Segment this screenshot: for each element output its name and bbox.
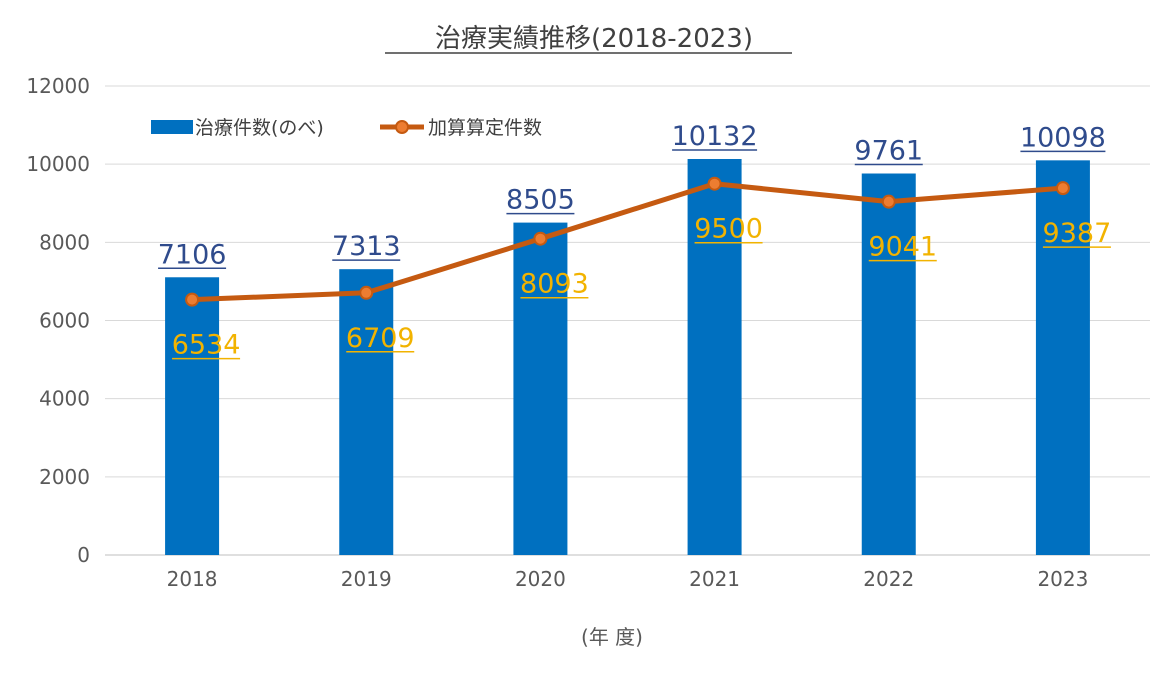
line-value-label: 9500: [694, 214, 763, 245]
y-tick-label: 6000: [39, 309, 90, 333]
legend-swatch-marker: [395, 120, 409, 134]
gridlines: [105, 85, 1150, 556]
bar: [861, 173, 916, 556]
bar-value-label: 8505: [506, 185, 575, 216]
line-value-label: 9041: [868, 232, 937, 263]
axes: 0 2000 4000 6000 8000 10000 12000 2018 2019 2020 2…: [26, 74, 1088, 591]
y-tick-label: 10000: [26, 152, 90, 176]
bar-value-label: 7106: [158, 239, 227, 270]
data-labels: 7106 7313 8505 10132 9761 10098 6534 6709 8093 95…: [158, 121, 1112, 361]
legend-label-line: 加算算定件数: [428, 117, 542, 139]
line-value-label: 9387: [1043, 218, 1112, 249]
bar-value-label: 10098: [1020, 122, 1106, 153]
bar-value-label: 9761: [854, 136, 923, 167]
x-tick-label: 2022: [863, 567, 914, 591]
x-tick-label: 2020: [515, 567, 566, 591]
line-value-label: 8093: [520, 269, 589, 300]
legend-label-bar: 治療件数(のべ): [195, 117, 324, 139]
x-tick-label: 2019: [341, 567, 392, 591]
line-point: [185, 292, 200, 307]
bar-series: [165, 159, 1090, 556]
y-tick-label: 4000: [39, 387, 90, 411]
y-tick-label: 0: [77, 543, 90, 567]
line-point: [707, 176, 722, 191]
y-tick-label: 8000: [39, 230, 90, 254]
x-tick-label: 2023: [1037, 567, 1088, 591]
bar-value-label: 10132: [672, 121, 758, 152]
bar: [1035, 160, 1090, 556]
bar-value-label: 7313: [332, 231, 401, 262]
y-tick-label: 12000: [26, 74, 90, 98]
line-value-label: 6534: [172, 330, 241, 361]
line-point: [881, 194, 896, 209]
bar: [339, 269, 394, 555]
bar: [513, 222, 568, 555]
line-point: [359, 285, 374, 300]
line-series: [185, 176, 1070, 307]
x-tick-label: 2018: [167, 567, 218, 591]
bar: [687, 159, 742, 555]
line-point: [533, 231, 548, 246]
line-point: [1055, 181, 1070, 196]
x-axis-title: (年 度): [581, 625, 643, 649]
bar: [165, 277, 220, 555]
chart-title: 治療実績推移(2018-2023): [435, 24, 753, 54]
legend-swatch-bar: [151, 120, 193, 134]
series-line: [191, 181, 1064, 303]
x-tick-label: 2021: [689, 567, 740, 591]
line-value-label: 6709: [346, 323, 415, 354]
y-tick-label: 2000: [39, 465, 90, 489]
legend: 治療件数(のべ) 加算算定件数: [151, 117, 542, 139]
